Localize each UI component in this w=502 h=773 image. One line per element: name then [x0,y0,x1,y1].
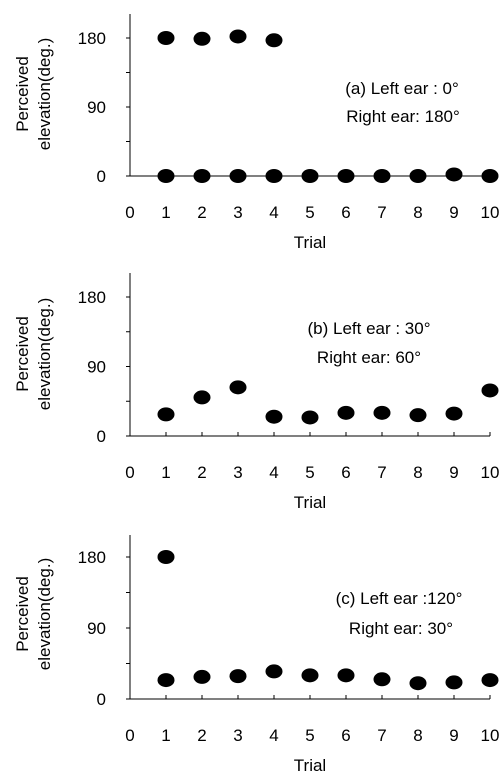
y-axis-title-line: Perceived [13,316,32,392]
y-axis-title-line: Perceived [13,576,32,652]
x-tick-label: 1 [161,203,170,222]
data-point [373,672,391,687]
data-point [373,405,391,420]
y-axis-title-line: elevation(deg.) [35,558,54,670]
data-point [265,409,283,424]
x-tick-label: 0 [125,726,134,745]
x-tick-label: 8 [413,463,422,482]
panel-c: 0 90 180 0 1 2 3 4 5 6 7 8 9 10 Trial Perceived elevatio… [13,535,499,773]
x-tick-label: 2 [197,203,206,222]
x-tick-label: 6 [341,726,350,745]
y-axis-title-line: elevation(deg.) [35,38,54,150]
y-axis-title-line: Perceived [13,56,32,132]
x-tick-label: 8 [413,203,422,222]
data-point [229,380,247,395]
data-point [157,407,175,422]
y-tick-label: 0 [97,427,106,446]
data-point [265,664,283,679]
condition-annotation: (b) Left ear : 30° [307,319,430,338]
panel-a: 0 90 180 0 1 2 3 4 5 6 7 8 9 10 Trial Perceived elevatio… [13,14,499,252]
x-tick-label: 3 [233,203,242,222]
y-tick-label: 0 [97,690,106,709]
x-tick-label: 9 [449,463,458,482]
data-point [409,169,427,183]
x-tick-label: 5 [305,463,314,482]
panel-b: 0 90 180 0 1 2 3 4 5 6 7 8 9 10 Trial Perceived elevatio… [13,273,499,512]
data-point [337,169,355,183]
x-tick-label: 1 [161,463,170,482]
y-tick-label: 180 [78,548,106,567]
data-point [157,31,175,45]
x-tick-label: 5 [305,203,314,222]
condition-annotation: Right ear: 180° [346,107,460,126]
x-tick-label: 3 [233,726,242,745]
x-tick-label: 10 [481,726,500,745]
x-tick-label: 6 [341,463,350,482]
data-point [337,668,355,683]
x-tick-label: 7 [377,726,386,745]
x-tick-label: 4 [269,203,278,222]
x-tick-label: 9 [449,726,458,745]
x-tick-label: 6 [341,203,350,222]
y-tick-label: 180 [78,288,106,307]
x-tick-label: 5 [305,726,314,745]
x-tick-label: 0 [125,203,134,222]
data-point [481,383,499,398]
data-point [229,169,247,183]
x-tick-label: 9 [449,203,458,222]
x-tick-label: 8 [413,726,422,745]
data-point [157,169,175,183]
data-point [373,169,391,183]
condition-annotation: (a) Left ear : 0° [345,79,459,98]
data-point [265,169,283,183]
x-tick-label: 3 [233,463,242,482]
data-point [409,408,427,423]
x-tick-label: 4 [269,463,278,482]
data-point [229,29,247,44]
data-point [481,169,499,183]
data-point [193,169,211,183]
x-axis-title: Trial [294,233,326,252]
data-point [337,405,355,420]
x-tick-label: 2 [197,463,206,482]
data-point [481,673,499,688]
condition-annotation: Right ear: 30° [349,619,453,638]
data-point [301,169,319,183]
data-point [193,31,211,46]
data-point [193,390,211,405]
x-tick-label: 10 [481,463,500,482]
x-tick-label: 1 [161,726,170,745]
x-tick-label: 10 [481,203,500,222]
data-point [445,167,463,182]
data-point [157,550,175,564]
x-axis-title: Trial [294,756,326,773]
data-point [445,406,463,421]
condition-annotation: (c) Left ear :120° [336,589,463,608]
y-axis-title-line: elevation(deg.) [35,298,54,410]
y-tick-label: 90 [87,619,106,638]
data-point [157,673,175,688]
data-point [229,669,247,684]
x-tick-label: 2 [197,726,206,745]
x-axis-title: Trial [294,493,326,512]
data-point [301,668,319,683]
y-tick-label: 180 [78,29,106,48]
y-tick-label: 90 [87,358,106,377]
y-tick-label: 90 [87,98,106,117]
data-point [301,410,319,425]
data-point [409,676,427,691]
x-tick-label: 7 [377,203,386,222]
data-point [265,33,283,48]
condition-annotation: Right ear: 60° [317,348,421,367]
y-tick-label: 0 [97,167,106,186]
data-point [445,675,463,690]
x-tick-label: 4 [269,726,278,745]
data-point [193,669,211,684]
x-tick-label: 0 [125,463,134,482]
x-tick-label: 7 [377,463,386,482]
